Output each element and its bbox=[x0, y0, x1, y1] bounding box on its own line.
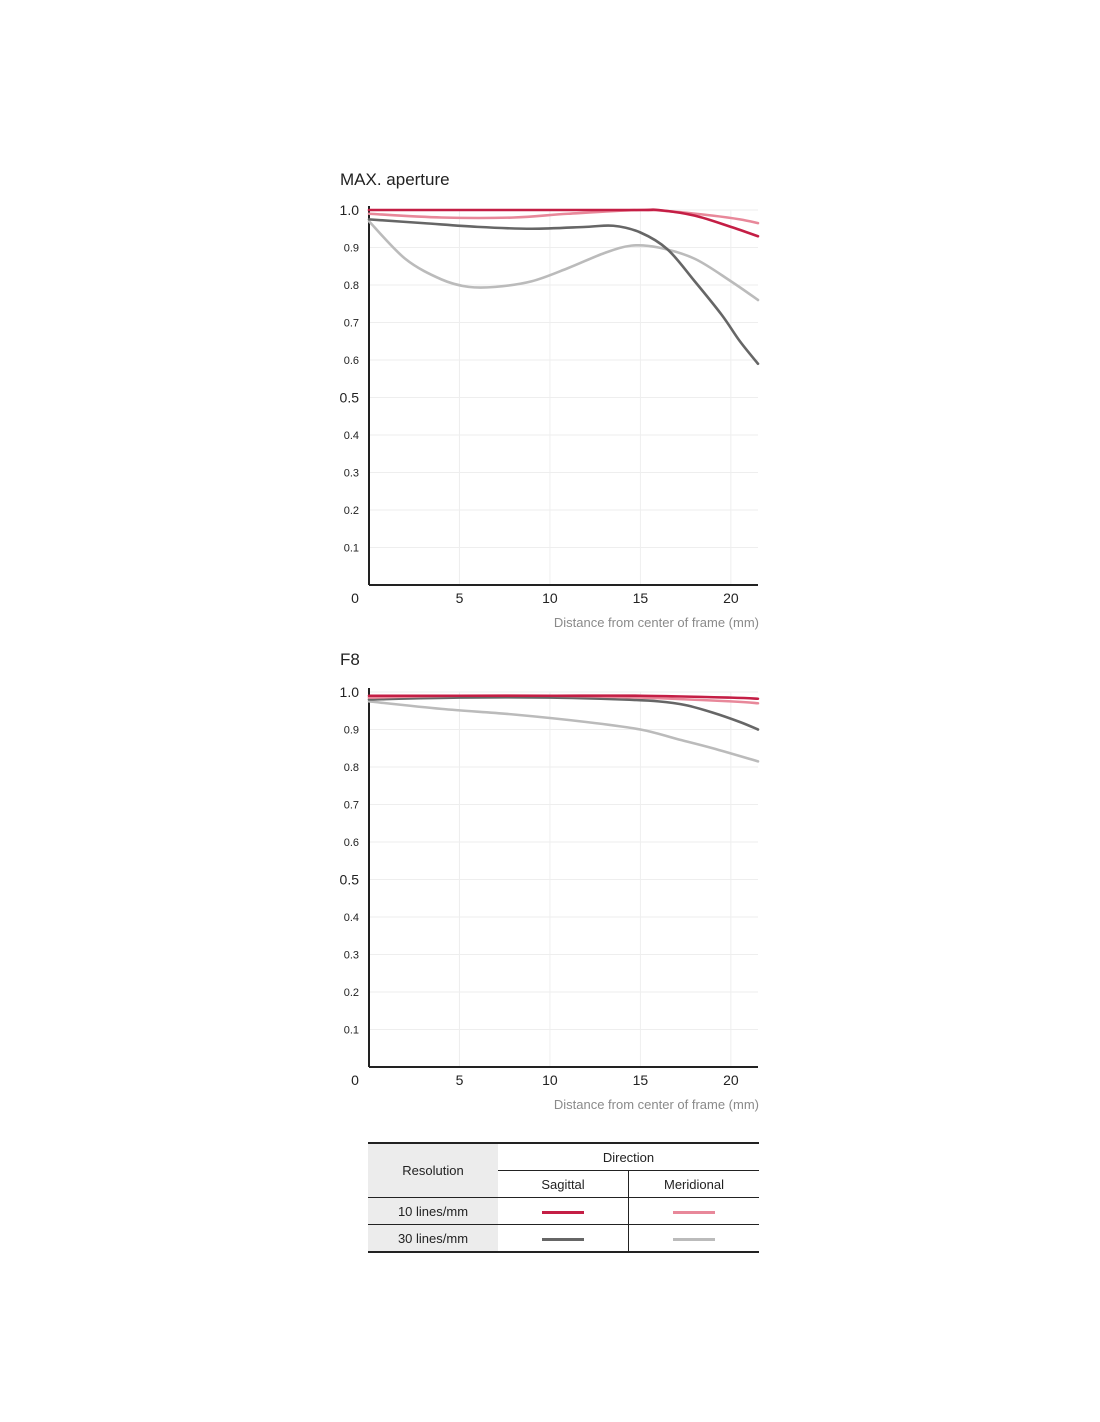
x-tick-label: 10 bbox=[542, 1072, 558, 1088]
y-tick-label: 0.3 bbox=[344, 468, 359, 480]
x-tick-label: 10 bbox=[542, 590, 558, 606]
x-axis-title: Distance from center of frame (mm) bbox=[554, 615, 759, 630]
x-tick-label: 15 bbox=[633, 590, 649, 606]
legend-direction-header: Direction bbox=[498, 1142, 759, 1171]
swatch-meridional-10 bbox=[673, 1210, 715, 1214]
y-tick-label: 0.9 bbox=[344, 725, 359, 737]
x-tick-label: 0 bbox=[351, 1072, 359, 1088]
y-tick-label: 0.2 bbox=[344, 505, 359, 517]
x-tick-label: 0 bbox=[351, 590, 359, 606]
mtf-chart-max-aperture: 1.0 0.5 0.9 0.8 0.7 0.6 0.4 0.3 0.2 0.1 0 5 10 15 20 Di… bbox=[340, 202, 760, 630]
legend-swatch-sagittal-30 bbox=[498, 1224, 629, 1253]
y-tick-label: 0.4 bbox=[344, 430, 359, 442]
legend-resolution-header: Resolution bbox=[368, 1142, 498, 1198]
y-tick-label: 1.0 bbox=[340, 202, 360, 218]
y-tick-label: 0.7 bbox=[344, 318, 359, 330]
chart-title-f8: F8 bbox=[340, 650, 360, 669]
y-tick-label: 0.6 bbox=[344, 837, 359, 849]
legend-swatch-meridional-10 bbox=[628, 1197, 759, 1225]
mtf-chart-f8: 1.0 0.5 0.9 0.8 0.7 0.6 0.4 0.3 0.2 0.1 0 5 10 15 20 Di… bbox=[340, 684, 760, 1112]
y-tick-label: 0.3 bbox=[344, 950, 359, 962]
y-tick-label: 0.5 bbox=[340, 390, 360, 406]
legend-meridional-header: Meridional bbox=[628, 1170, 759, 1198]
series-line-sagittal-30 bbox=[367, 696, 760, 731]
y-tick-label: 0.9 bbox=[344, 243, 359, 255]
x-tick-label: 5 bbox=[456, 590, 464, 606]
x-tick-label: 5 bbox=[456, 1072, 464, 1088]
y-tick-label: 0.8 bbox=[344, 280, 359, 292]
y-tick-label: 0.4 bbox=[344, 912, 359, 924]
series-line-meridional-30 bbox=[367, 700, 760, 763]
y-tick-label: 0.1 bbox=[344, 1025, 359, 1037]
chart-title-max-aperture: MAX. aperture bbox=[340, 170, 450, 189]
y-tick-label: 0.5 bbox=[340, 872, 360, 888]
x-tick-label: 20 bbox=[723, 590, 739, 606]
swatch-sagittal-10 bbox=[542, 1210, 584, 1214]
series-line-sagittal-10 bbox=[367, 694, 760, 701]
legend-sagittal-header: Sagittal bbox=[541, 1176, 585, 1192]
legend-swatch-meridional-30 bbox=[628, 1224, 759, 1253]
legend-row-30-label: 30 lines/mm bbox=[368, 1224, 498, 1253]
series-line-meridional-30 bbox=[367, 219, 760, 302]
series-line-sagittal-30 bbox=[367, 218, 760, 366]
y-tick-label: 1.0 bbox=[340, 684, 360, 700]
y-tick-label: 0.7 bbox=[344, 800, 359, 812]
y-tick-label: 0.6 bbox=[344, 355, 359, 367]
x-axis-title: Distance from center of frame (mm) bbox=[554, 1097, 759, 1112]
x-tick-label: 15 bbox=[633, 1072, 649, 1088]
series-line-sagittal-10 bbox=[367, 208, 760, 238]
legend-swatch-sagittal-10 bbox=[498, 1197, 629, 1225]
x-tick-label: 20 bbox=[723, 1072, 739, 1088]
swatch-sagittal-30 bbox=[542, 1237, 584, 1241]
swatch-meridional-30 bbox=[673, 1237, 715, 1241]
y-tick-label: 0.2 bbox=[344, 987, 359, 999]
legend-row-10-label: 10 lines/mm bbox=[368, 1197, 498, 1225]
y-tick-label: 0.8 bbox=[344, 762, 359, 774]
y-tick-label: 0.1 bbox=[344, 543, 359, 555]
legend-table: Resolution Direction Sagittal Meridional… bbox=[368, 1142, 759, 1253]
